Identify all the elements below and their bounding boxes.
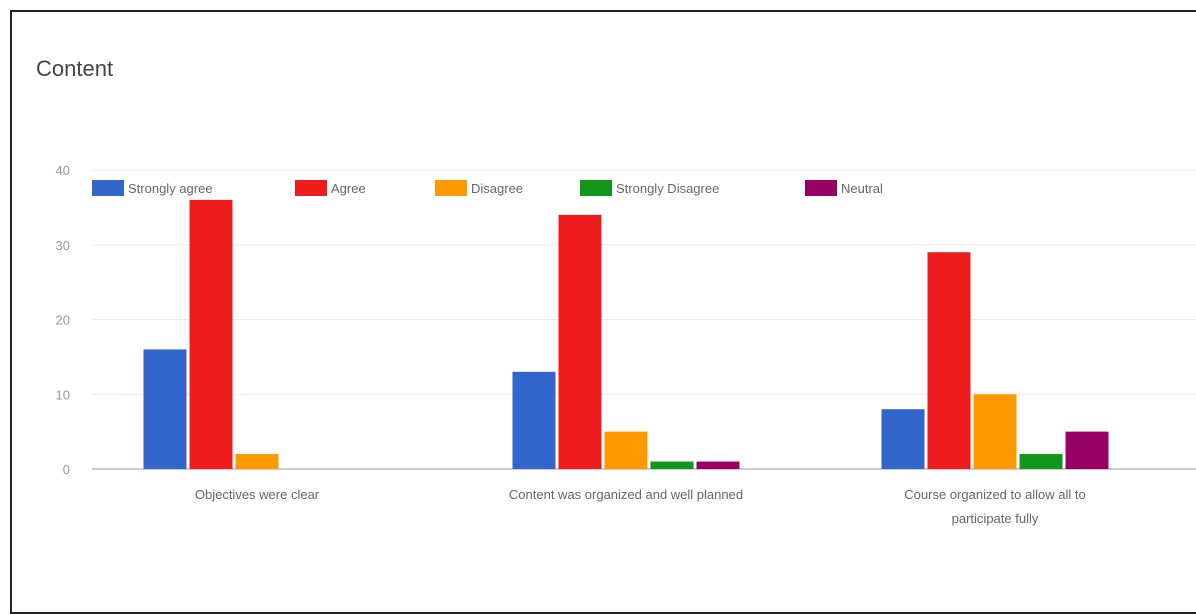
screenshot-frame: Content 0 10 20 30 40 Objectives were clear C… — [10, 10, 1196, 614]
chart-title: Content — [36, 56, 113, 81]
bar-strongly-agree-2 — [512, 371, 556, 469]
legend-label: Agree — [331, 181, 366, 196]
bar-neutral-2 — [696, 461, 740, 469]
category-label: Course organized to allow all to — [904, 487, 1085, 502]
bar-disagree-1 — [235, 454, 279, 469]
legend-item-disagree[interactable]: Disagree — [435, 180, 523, 196]
category-label: participate fully — [952, 511, 1039, 526]
bar-chart: Content 0 10 20 30 40 Objectives were clear C… — [36, 56, 1196, 526]
bar-agree-2 — [558, 214, 602, 469]
legend-item-agree[interactable]: Agree — [295, 180, 366, 196]
y-tick-label: 10 — [56, 387, 70, 402]
legend-label: Neutral — [841, 181, 883, 196]
bar-strongly-agree-1 — [143, 349, 187, 469]
legend-swatch — [805, 180, 837, 196]
grid-layer — [92, 169, 1196, 470]
legend-label: Strongly Disagree — [616, 181, 719, 196]
y-axis-ticks: 0 10 20 30 40 — [56, 163, 70, 477]
y-tick-label: 30 — [56, 238, 70, 253]
y-tick-label: 0 — [63, 462, 70, 477]
bar-neutral-3 — [1065, 431, 1109, 469]
legend-label: Disagree — [471, 181, 523, 196]
chart-card: Content 0 10 20 30 40 Objectives were clear C… — [10, 10, 1196, 614]
legend-item-strongly-agree[interactable]: Strongly agree — [92, 180, 213, 196]
legend-swatch — [580, 180, 612, 196]
y-tick-label: 20 — [56, 313, 70, 328]
y-tick-label: 40 — [56, 163, 70, 178]
bar-strongly-disagree-2 — [650, 461, 694, 469]
category-label: Objectives were clear — [195, 487, 320, 502]
bar-agree-1 — [189, 199, 233, 469]
bar-disagree-3 — [973, 394, 1017, 469]
legend-item-strongly-disagree[interactable]: Strongly Disagree — [580, 180, 719, 196]
bar-strongly-agree-3 — [881, 409, 925, 469]
legend-item-neutral[interactable]: Neutral — [805, 180, 883, 196]
bars — [143, 199, 1109, 469]
bar-disagree-2 — [604, 431, 648, 469]
bar-agree-3 — [927, 252, 971, 469]
legend-swatch — [295, 180, 327, 196]
category-label: Content was organized and well planned — [509, 487, 743, 502]
legend-swatch — [435, 180, 467, 196]
legend-swatch — [92, 180, 124, 196]
legend: Strongly agree Agree Disagree Strongly Disa… — [92, 180, 883, 196]
bar-strongly-disagree-3 — [1019, 454, 1063, 469]
legend-label: Strongly agree — [128, 181, 213, 196]
x-axis-categories: Objectives were clear Content was organiz… — [195, 487, 1086, 526]
